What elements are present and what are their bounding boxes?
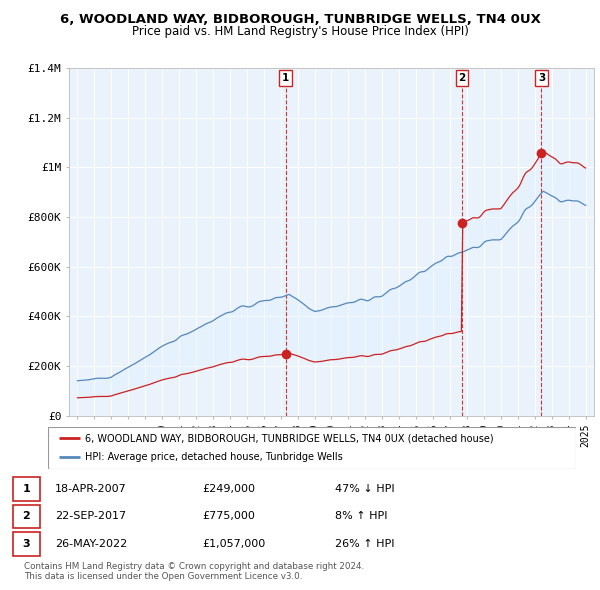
Text: HPI: Average price, detached house, Tunbridge Wells: HPI: Average price, detached house, Tunb… <box>85 452 343 462</box>
Bar <box>13 532 40 556</box>
Text: 1: 1 <box>23 484 30 494</box>
Text: 47% ↓ HPI: 47% ↓ HPI <box>335 484 394 494</box>
Text: 26-MAY-2022: 26-MAY-2022 <box>55 539 127 549</box>
Text: 6, WOODLAND WAY, BIDBOROUGH, TUNBRIDGE WELLS, TN4 0UX: 6, WOODLAND WAY, BIDBOROUGH, TUNBRIDGE W… <box>59 13 541 26</box>
Text: 22-SEP-2017: 22-SEP-2017 <box>55 512 127 522</box>
Text: 26% ↑ HPI: 26% ↑ HPI <box>335 539 394 549</box>
Text: 3: 3 <box>538 73 545 83</box>
Text: £775,000: £775,000 <box>202 512 255 522</box>
Text: £249,000: £249,000 <box>202 484 255 494</box>
Text: Contains HM Land Registry data © Crown copyright and database right 2024.
This d: Contains HM Land Registry data © Crown c… <box>24 562 364 581</box>
Bar <box>13 477 40 501</box>
Text: 2: 2 <box>458 73 466 83</box>
Text: Price paid vs. HM Land Registry's House Price Index (HPI): Price paid vs. HM Land Registry's House … <box>131 25 469 38</box>
Text: 8% ↑ HPI: 8% ↑ HPI <box>335 512 387 522</box>
Text: 3: 3 <box>23 539 30 549</box>
Text: 1: 1 <box>282 73 289 83</box>
Bar <box>13 504 40 529</box>
Text: 6, WOODLAND WAY, BIDBOROUGH, TUNBRIDGE WELLS, TN4 0UX (detached house): 6, WOODLAND WAY, BIDBOROUGH, TUNBRIDGE W… <box>85 434 494 444</box>
Text: 18-APR-2007: 18-APR-2007 <box>55 484 127 494</box>
Text: 2: 2 <box>23 512 30 522</box>
Text: £1,057,000: £1,057,000 <box>202 539 265 549</box>
